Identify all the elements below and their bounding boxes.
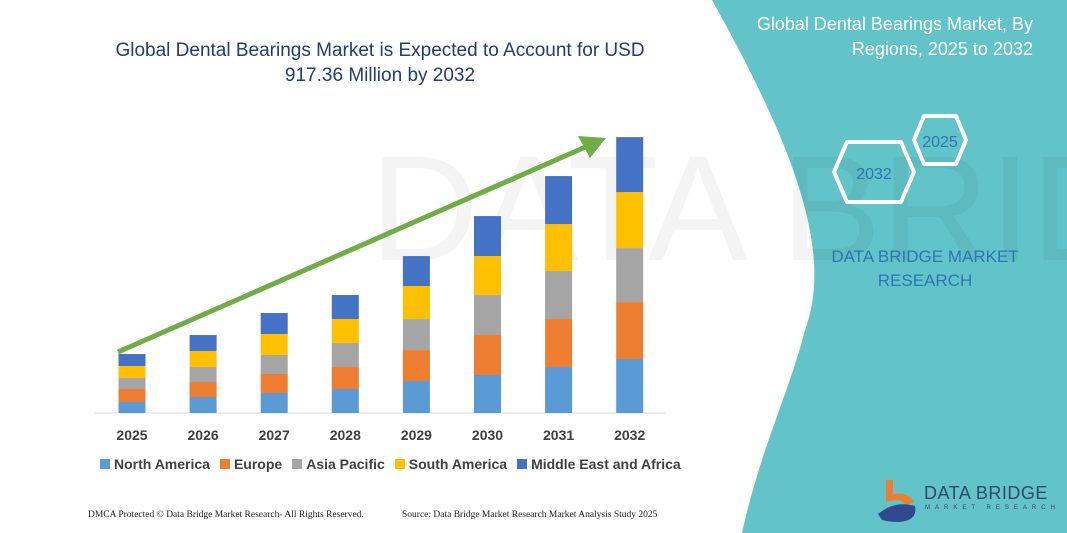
x-tick-label: 2029 xyxy=(401,427,432,443)
side-panel-title: Global Dental Bearings Market, By Region… xyxy=(756,14,1033,59)
legend-swatch xyxy=(292,459,303,469)
hex-label-2032: 2032 xyxy=(856,166,892,183)
legend-item: North America xyxy=(100,456,210,472)
logo-icon xyxy=(878,480,916,522)
bar-segment-2026-2 xyxy=(189,367,217,383)
legend-label: Europe xyxy=(233,456,283,472)
bar-segment-2032-2 xyxy=(616,248,644,303)
x-tick-label: 2030 xyxy=(472,427,503,443)
legend-swatch xyxy=(219,459,230,469)
bar-segment-2028-2 xyxy=(331,343,359,368)
x-tick-label: 2028 xyxy=(330,427,361,443)
bar-segment-2027-3 xyxy=(260,334,288,356)
bar-segment-2025-3 xyxy=(118,366,146,379)
legend-swatch xyxy=(517,459,528,469)
bar-segment-2029-4 xyxy=(402,256,430,287)
legend-item: Europe xyxy=(219,456,283,472)
brand-text: DATA BRIDGE MARKET RESEARCH xyxy=(831,247,1019,290)
bar-segment-2029-0 xyxy=(402,381,430,413)
legend-swatch xyxy=(394,459,405,469)
legend-label: Middle East and Africa xyxy=(531,456,681,472)
x-tick-label: 2027 xyxy=(259,427,290,443)
bar-segment-2031-3 xyxy=(545,224,573,272)
bar-segment-2025-4 xyxy=(118,354,146,367)
legend-item: Asia Pacific xyxy=(292,456,385,472)
bar-segment-2030-0 xyxy=(474,375,501,413)
bar-segment-2028-1 xyxy=(331,367,359,390)
bar-segment-2029-3 xyxy=(402,286,430,320)
bar-segment-2030-1 xyxy=(474,335,501,376)
bar-segment-2025-1 xyxy=(118,389,146,403)
bar-segment-2028-0 xyxy=(331,389,359,413)
bar-segment-2031-4 xyxy=(545,176,573,225)
bar-segment-2027-2 xyxy=(260,355,288,375)
bar-segment-2031-2 xyxy=(545,271,573,320)
legend-item: Middle East and Africa xyxy=(517,456,681,472)
hexagon-2025 xyxy=(912,114,968,166)
logo-text: DATA BRIDGE xyxy=(924,483,1048,503)
bar-segment-2032-3 xyxy=(616,192,644,249)
hexagon-2032 xyxy=(832,140,916,204)
bar-segment-2028-3 xyxy=(331,319,359,344)
footer-copyright: DMCA Protected © Data Bridge Market Rese… xyxy=(88,510,364,520)
bar-segment-2027-1 xyxy=(260,374,288,394)
legend-item: South America xyxy=(394,456,508,472)
bar-segment-2032-1 xyxy=(616,302,644,360)
bar-segment-2029-2 xyxy=(402,319,430,351)
legend-label: Asia Pacific xyxy=(306,456,385,472)
legend-label: South America xyxy=(408,456,508,472)
bar-segment-2030-3 xyxy=(474,256,501,296)
chart-title: Global Dental Bearings Market is Expecte… xyxy=(115,40,645,86)
footer-source: Source: Data Bridge Market Research Mark… xyxy=(402,510,658,520)
legend-label: North America xyxy=(114,456,210,472)
bar-segment-2025-0 xyxy=(118,402,146,413)
bar-segment-2030-4 xyxy=(474,216,501,257)
bar-segment-2026-3 xyxy=(189,351,217,368)
bar-segment-2026-4 xyxy=(189,335,217,352)
bar-segment-2026-1 xyxy=(189,382,217,398)
hex-label-2025: 2025 xyxy=(922,134,958,151)
x-tick-label: 2025 xyxy=(116,427,147,443)
bar-segment-2031-0 xyxy=(545,367,573,413)
legend-swatch xyxy=(100,459,110,469)
bar-segment-2032-4 xyxy=(616,137,644,193)
x-tick-label: 2031 xyxy=(543,427,574,443)
legend: North America Europe Asia Pacific South Ame… xyxy=(100,456,681,472)
bar-segment-2025-2 xyxy=(118,378,146,390)
trend-arrow xyxy=(116,136,606,355)
bar-segment-2029-1 xyxy=(402,350,430,382)
side-panel xyxy=(712,0,1067,533)
bar-segment-2026-0 xyxy=(189,397,217,413)
bar-segment-2027-0 xyxy=(260,393,288,413)
x-tick-label: 2032 xyxy=(614,427,645,443)
bar-segment-2028-4 xyxy=(331,295,359,320)
logo-subtext: MARKET RESEARCH xyxy=(925,505,1060,511)
bar-segment-2032-0 xyxy=(616,359,644,413)
bar-segment-2031-1 xyxy=(545,319,573,368)
x-tick-label: 2026 xyxy=(188,427,219,443)
bar-segment-2027-4 xyxy=(260,313,288,335)
bar-segment-2030-2 xyxy=(474,295,501,336)
